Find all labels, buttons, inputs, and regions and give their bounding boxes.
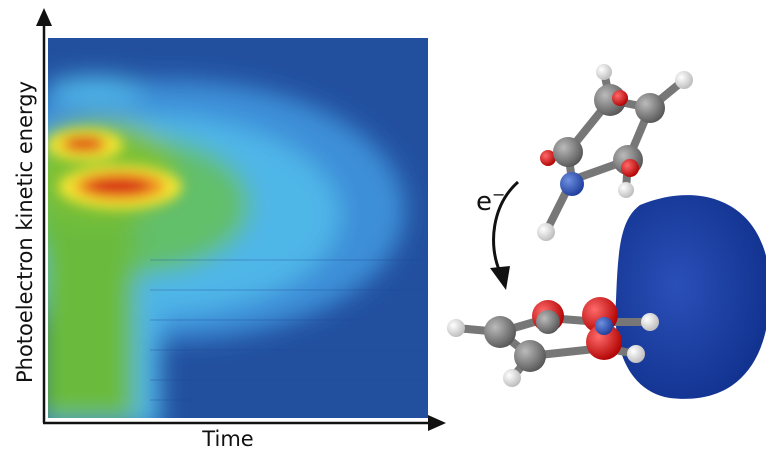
- electron-label: e−: [476, 185, 505, 217]
- orbital: [615, 195, 766, 399]
- x-axis-label: Time: [201, 427, 253, 450]
- arrow-head: [490, 266, 510, 290]
- figure: Time Photoelectron kinetic energy e−: [0, 0, 766, 450]
- heatmap: [0, 38, 428, 430]
- y-axis-label: Photoelectron kinetic energy: [13, 81, 37, 383]
- electron-symbol: e: [476, 187, 492, 217]
